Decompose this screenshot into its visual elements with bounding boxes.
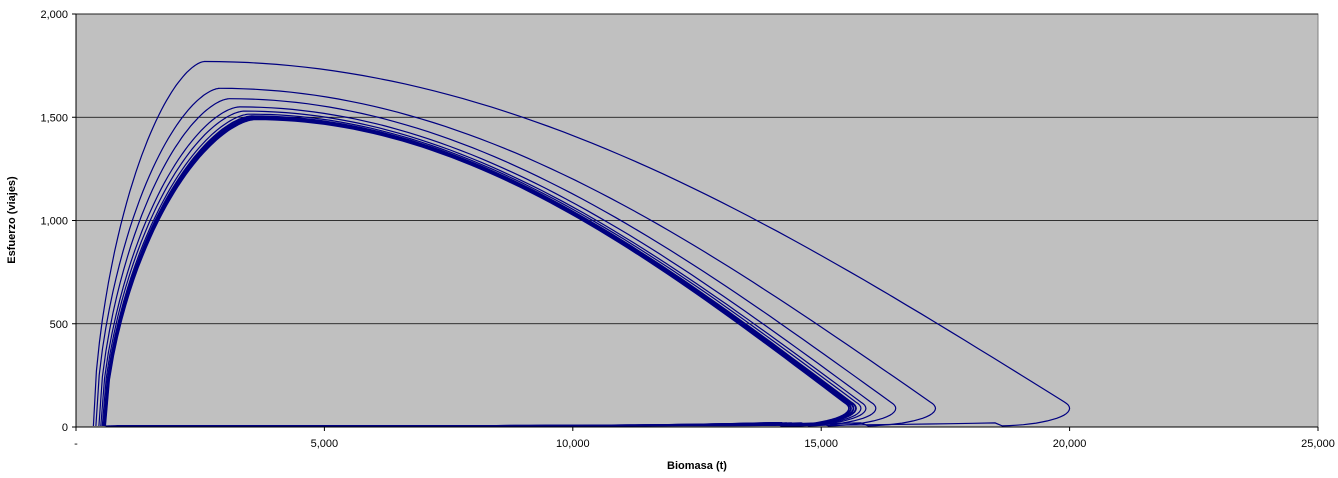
x-tick-label: -: [74, 438, 78, 450]
y-tick-label: 500: [50, 319, 68, 331]
y-tick-label: 1,500: [40, 112, 68, 124]
y-tick-label: 0: [62, 422, 68, 434]
x-tick-label: 10,000: [556, 438, 590, 450]
x-tick-label: 25,000: [1301, 438, 1335, 450]
x-axis-ticks: - 5,000 10,000 15,000 20,000 25,000: [74, 427, 1335, 450]
trajectory-loop: [104, 118, 850, 427]
y-tick-label: 1,000: [40, 216, 68, 228]
y-axis-title: Esfuerzo (viajes): [6, 176, 18, 264]
y-tick-label: 2,000: [40, 9, 68, 21]
x-tick-label: 20,000: [1053, 438, 1087, 450]
x-tick-label: 5,000: [311, 438, 339, 450]
trajectory-series: [92, 60, 1071, 427]
trajectory-loop: [92, 60, 1071, 427]
x-tick-label: 15,000: [804, 438, 838, 450]
x-axis-title: Biomasa (t): [667, 460, 727, 472]
y-axis-ticks: 0 500 1,000 1,500 2,000: [40, 9, 76, 434]
